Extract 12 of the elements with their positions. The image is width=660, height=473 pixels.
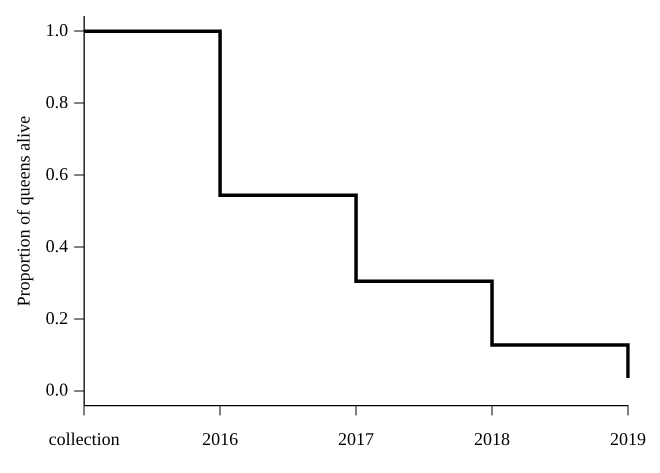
y-tick-label: 0.6: [46, 164, 68, 184]
x-tick-label: 2019: [610, 428, 646, 449]
y-axis-title: Proportion of queens alive: [14, 116, 34, 306]
y-tick-label: 0.0: [46, 380, 68, 400]
x-tick-label: 2017: [338, 428, 374, 449]
x-tick-label: 2018: [474, 428, 510, 449]
y-tick-label: 1.0: [46, 20, 68, 40]
y-tick-label: 0.4: [46, 236, 68, 256]
y-tick-label: 0.2: [46, 308, 68, 328]
x-tick-label: collection: [48, 428, 120, 449]
y-tick-label: 0.8: [46, 92, 68, 112]
x-tick-label: 2016: [202, 428, 238, 449]
